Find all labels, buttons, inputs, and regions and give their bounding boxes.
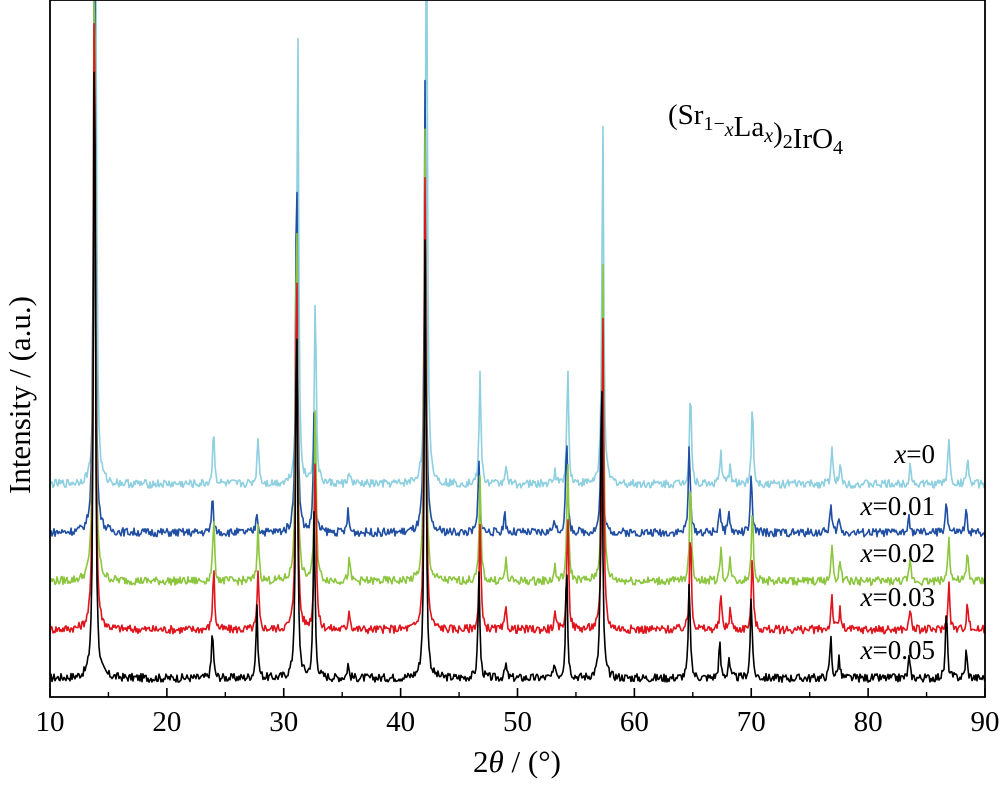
compound-part: 2 bbox=[783, 131, 793, 153]
compound-part: 4 bbox=[833, 137, 843, 159]
x-tick-label: 40 bbox=[386, 706, 415, 738]
series-label-var: x bbox=[860, 491, 873, 521]
series-label-var: x bbox=[860, 635, 873, 665]
series-layer bbox=[49, 0, 986, 683]
x-tick-label: 20 bbox=[152, 706, 181, 738]
x-tick-label: 60 bbox=[620, 706, 649, 738]
series-label-var: x bbox=[893, 439, 906, 469]
compound-part: x bbox=[724, 119, 734, 141]
series-label-value: =0.05 bbox=[873, 635, 935, 665]
x-tick-label: 90 bbox=[971, 706, 1000, 738]
series-line-x0-05 bbox=[49, 0, 986, 489]
x-tick-label: 50 bbox=[503, 706, 532, 738]
compound-part: x bbox=[763, 125, 773, 147]
series-label: x=0.02 bbox=[860, 538, 935, 568]
series-line-x0-02 bbox=[49, 0, 986, 587]
compound-annotation: (Sr1−xLax)2IrO4 bbox=[668, 99, 843, 159]
x-tick-label: 30 bbox=[269, 706, 298, 738]
x-tick-label: 10 bbox=[36, 706, 65, 738]
series-label-value: =0.01 bbox=[873, 491, 935, 521]
x-tick-label: 70 bbox=[737, 706, 766, 738]
series-label-var: x bbox=[860, 582, 873, 612]
compound-part: ) bbox=[773, 117, 783, 149]
series-line-x0-01 bbox=[49, 23, 986, 635]
compound-part: IrO bbox=[793, 123, 833, 155]
series-label-value: =0.03 bbox=[873, 582, 935, 612]
series-labels: x=0x=0.01x=0.02x=0.03x=0.05 bbox=[860, 439, 935, 665]
series-label-value: =0.02 bbox=[873, 538, 935, 568]
series-label: x=0.01 bbox=[860, 491, 935, 521]
x-axis-title: 2θ / (°) bbox=[473, 744, 561, 779]
series-label: x=0 bbox=[893, 439, 935, 469]
x-tick-label: 80 bbox=[854, 706, 883, 738]
x-axis-theta: θ bbox=[489, 744, 504, 779]
compound-part: (Sr bbox=[668, 99, 704, 131]
series-label: x=0.03 bbox=[860, 582, 935, 612]
series-label-var: x bbox=[860, 538, 873, 568]
compound-part: 1− bbox=[703, 113, 724, 135]
compound-part: La bbox=[734, 111, 765, 143]
x-axis-prefix: 2 bbox=[473, 744, 489, 779]
series-label-value: =0 bbox=[906, 439, 935, 469]
plot-frame bbox=[49, 0, 986, 698]
y-axis-title: Intensity / (a.u.) bbox=[2, 296, 37, 494]
series-label: x=0.05 bbox=[860, 635, 935, 665]
x-ticks: 10 20 30 40 50 60 70 80 90 bbox=[36, 688, 1000, 738]
x-axis-unit: / (°) bbox=[504, 744, 561, 779]
series-line-x0-03 bbox=[49, 0, 986, 538]
series-line-x0 bbox=[49, 71, 986, 683]
